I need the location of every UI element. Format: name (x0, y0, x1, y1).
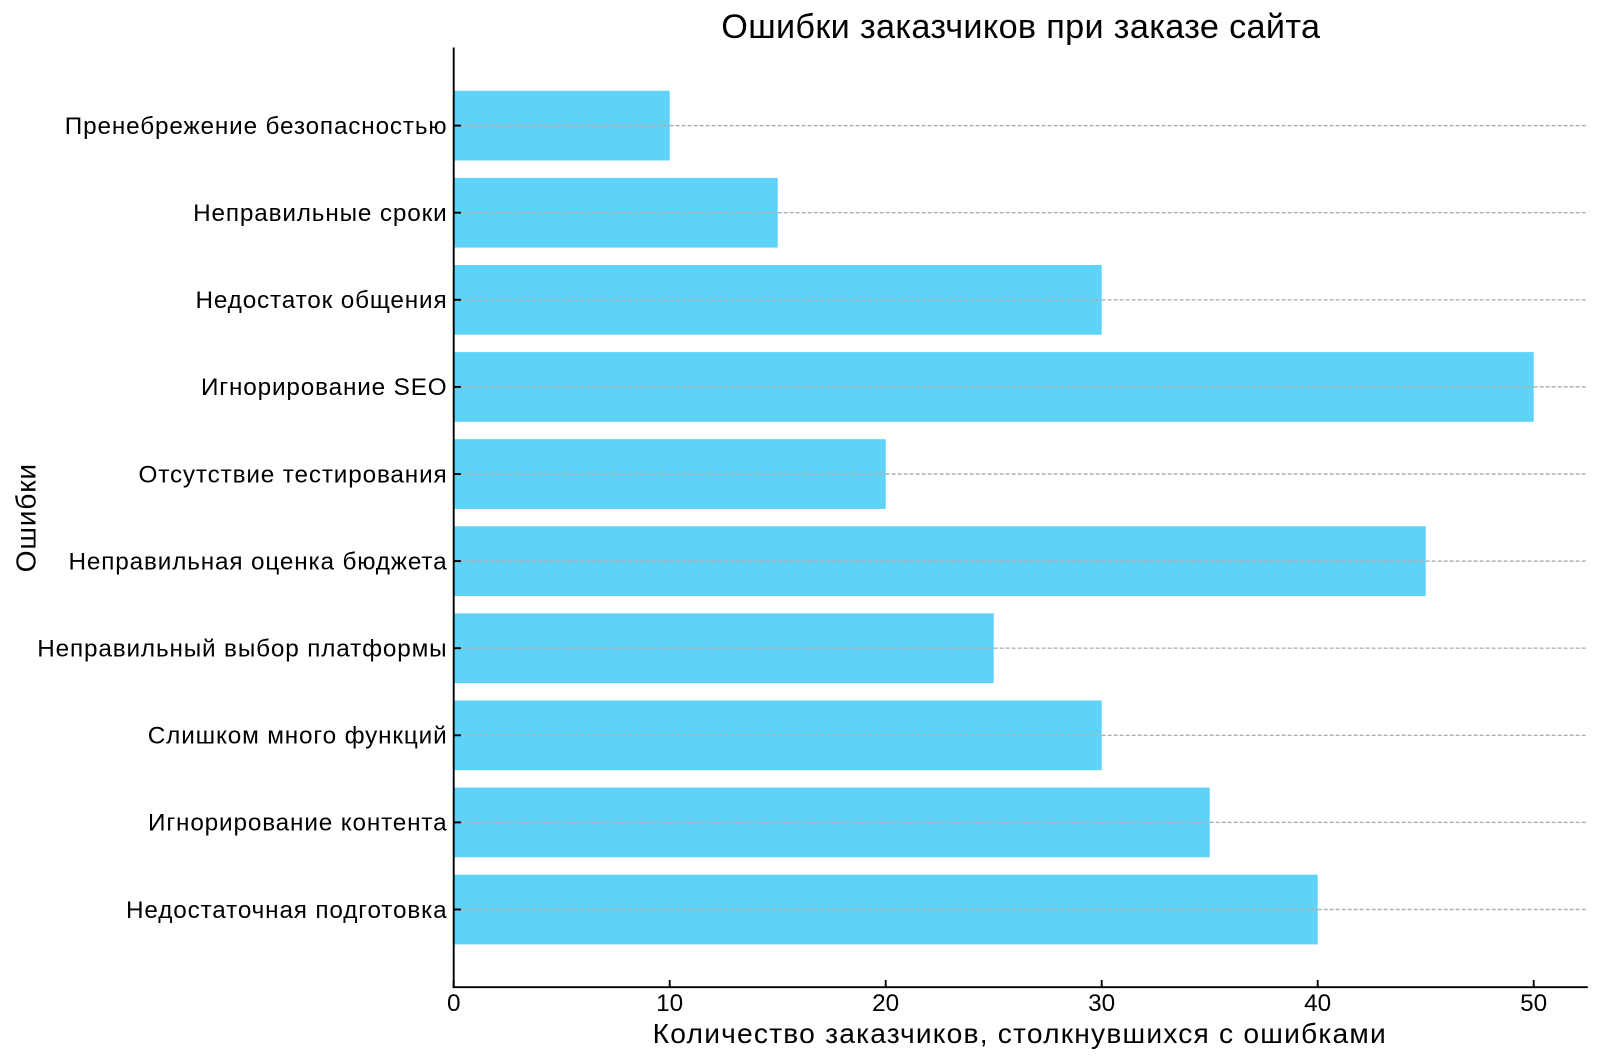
svg-text:20: 20 (872, 990, 899, 1017)
svg-text:Игнорирование контента: Игнорирование контента (148, 810, 447, 837)
svg-text:10: 10 (656, 990, 683, 1017)
svg-text:Слишком много функций: Слишком много функций (148, 723, 448, 750)
svg-text:Ошибки заказчиков при заказе с: Ошибки заказчиков при заказе сайта (721, 8, 1321, 46)
svg-text:30: 30 (1088, 990, 1115, 1017)
svg-text:Количество заказчиков, столкну: Количество заказчиков, столкнувшихся с о… (653, 1017, 1387, 1049)
svg-text:Ошибки: Ошибки (10, 463, 42, 572)
svg-text:Неправильный выбор платформы: Неправильный выбор платформы (37, 636, 447, 663)
svg-text:Недостаточная подготовка: Недостаточная подготовка (126, 897, 448, 924)
svg-text:0: 0 (447, 990, 461, 1017)
svg-text:Отсутствие тестирования: Отсутствие тестирования (138, 461, 447, 488)
svg-text:Игнорирование SEO: Игнорирование SEO (201, 374, 448, 401)
svg-text:Неправильная оценка бюджета: Неправильная оценка бюджета (69, 548, 448, 575)
svg-text:Недостаток общения: Недостаток общения (195, 287, 447, 314)
svg-text:Неправильные сроки: Неправильные сроки (193, 200, 447, 227)
svg-text:40: 40 (1304, 990, 1331, 1017)
svg-text:Пренебрежение безопасностью: Пренебрежение безопасностью (65, 113, 448, 140)
svg-text:50: 50 (1520, 990, 1547, 1017)
